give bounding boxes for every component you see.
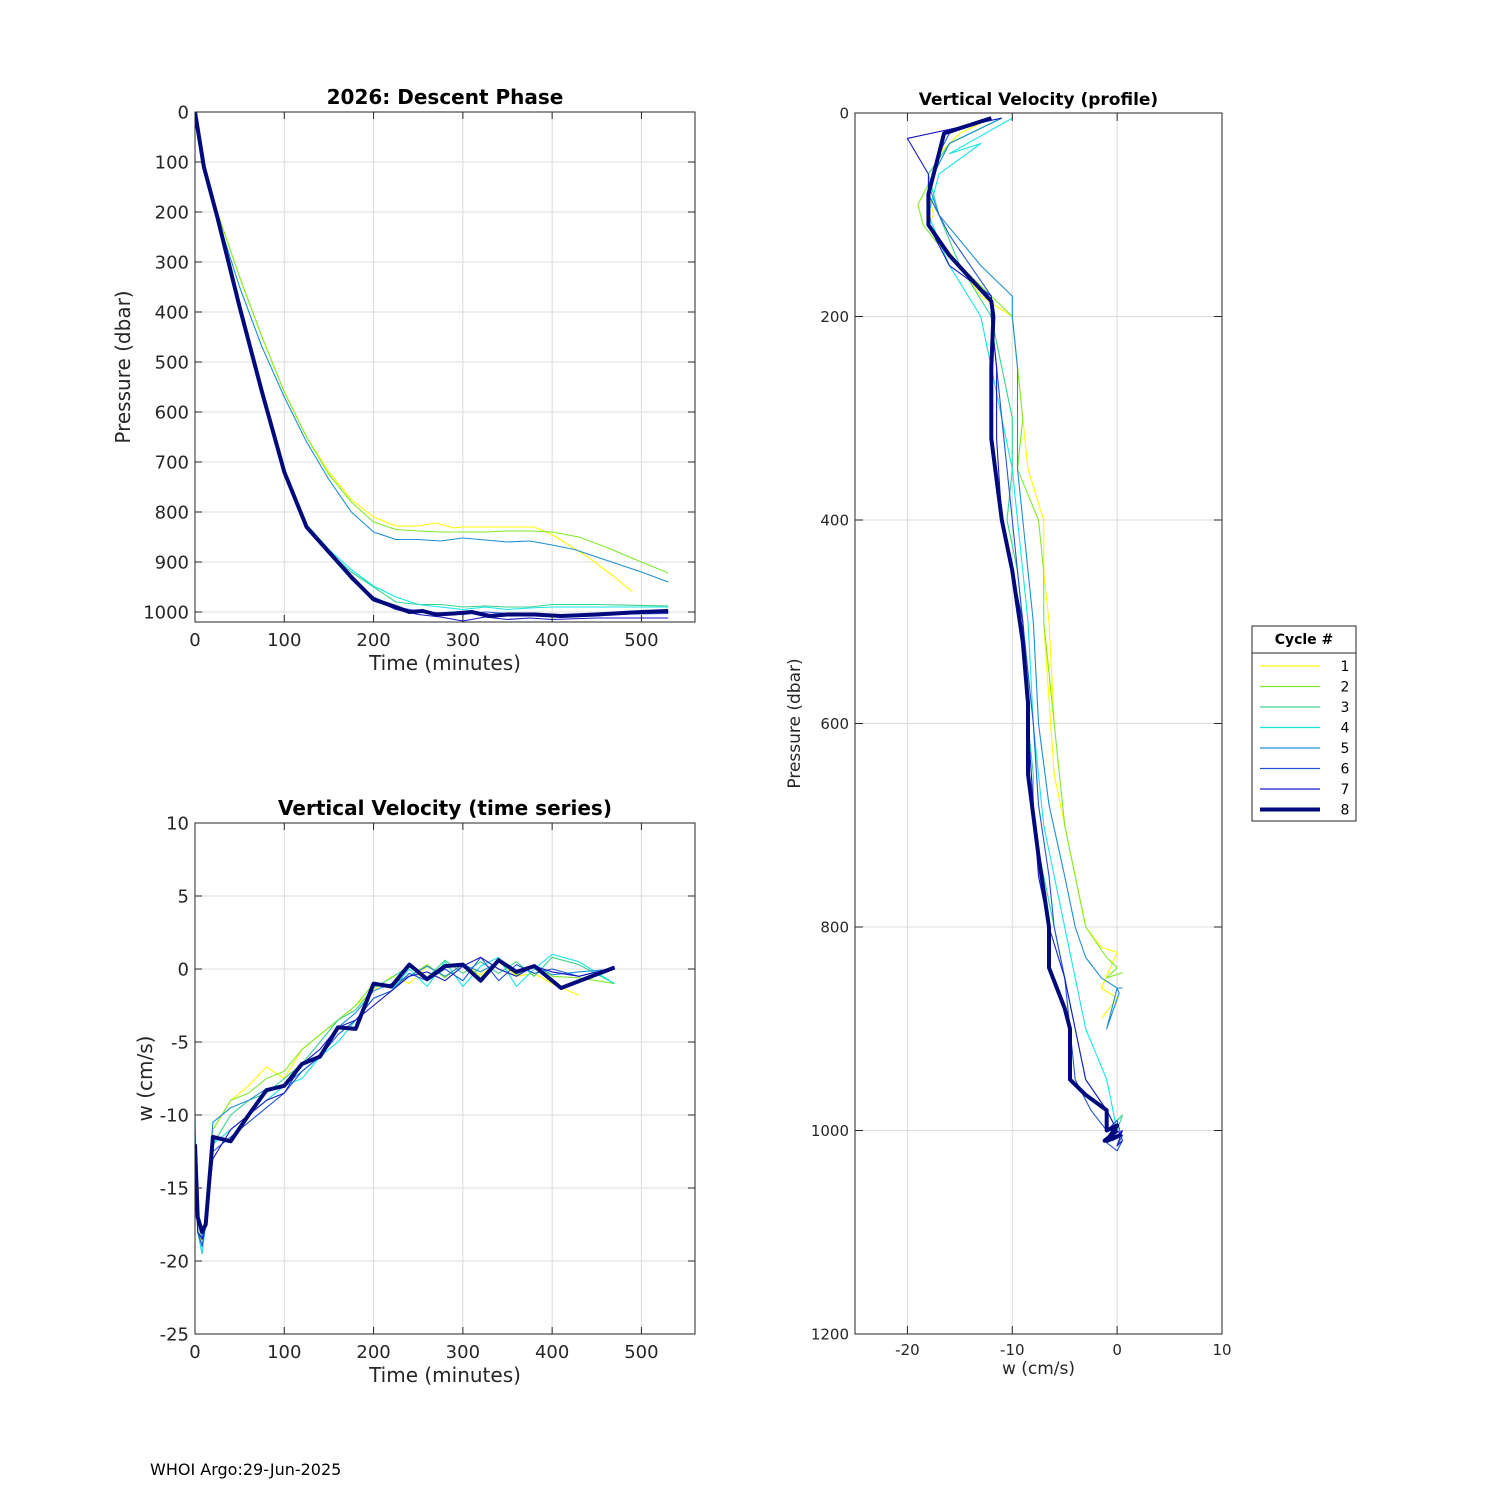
y-tick-label: 1200 (811, 1325, 849, 1343)
y-tick-label: 0 (178, 102, 189, 123)
legend-label-cycle-7: 7 (1341, 782, 1350, 798)
x-axis-label: w (cm/s) (1002, 1359, 1075, 1379)
x-tick-label: 200 (356, 1342, 390, 1363)
series-line-cycle-5 (927, 117, 1123, 1030)
legend-title: Cycle # (1275, 632, 1334, 648)
x-tick-label: 10 (1212, 1341, 1231, 1359)
x-axis-label: Time (minutes) (368, 651, 521, 675)
y-axis-label: Pressure (dbar) (111, 290, 135, 443)
y-tick-label: 0 (839, 104, 849, 122)
x-tick-label: 300 (446, 630, 480, 651)
y-tick-label: 700 (155, 452, 189, 473)
x-tick-label: 500 (624, 630, 658, 651)
legend-label-cycle-4: 4 (1341, 721, 1350, 737)
plot-area (195, 112, 695, 622)
y-tick-label: 200 (820, 308, 849, 326)
y-tick-label: 300 (155, 252, 189, 273)
x-tick-label: 300 (446, 1342, 480, 1363)
axes-frame (194, 822, 696, 1335)
series-line-cycle-5 (195, 112, 669, 583)
x-tick-label: 400 (535, 630, 569, 651)
series-line-cycle-2 (195, 959, 615, 1247)
x-tick-label: 100 (267, 630, 301, 651)
axes-frame (194, 111, 696, 623)
y-tick-label: 800 (155, 502, 189, 523)
legend: Cycle # 1 2 3 4 5 6 7 8 (1251, 625, 1357, 822)
x-tick-label: -20 (895, 1341, 920, 1359)
y-tick-label: -5 (171, 1032, 189, 1053)
y-tick-label: 800 (820, 918, 849, 936)
y-tick-label: 900 (155, 552, 189, 573)
y-tick-label: 500 (155, 352, 189, 373)
x-axis-label: Time (minutes) (368, 1363, 521, 1387)
y-tick-label: 1000 (143, 602, 189, 623)
y-tick-label: 200 (155, 202, 189, 223)
x-tick-label: 0 (1112, 1341, 1122, 1359)
y-tick-label: -10 (160, 1105, 189, 1126)
x-tick-label: 500 (624, 1342, 658, 1363)
series-line-cycle-2 (195, 112, 669, 574)
legend-label-cycle-8: 8 (1341, 803, 1350, 819)
x-tick-label: 0 (189, 630, 200, 651)
velocity-time-series-panel: 0 100 200 300 400 500 10 5 0 -5 -10 -15 -20 -25 Vertic… (133, 796, 696, 1387)
y-tick-label: 0 (178, 959, 189, 980)
x-tick-label: -10 (1000, 1341, 1025, 1359)
plot-area (195, 823, 695, 1334)
y-tick-label: -25 (160, 1324, 189, 1345)
series-line-cycle-7 (906, 117, 1123, 1147)
series-group (195, 953, 616, 1255)
x-tick-label: 400 (535, 1342, 569, 1363)
legend-label-cycle-5: 5 (1341, 741, 1350, 757)
y-tick-label: 100 (155, 152, 189, 173)
legend-label-cycle-6: 6 (1341, 762, 1350, 778)
series-line-cycle-2 (917, 117, 1123, 979)
series-line-cycle-8 (195, 958, 616, 1234)
y-axis-label: w (cm/s) (133, 1036, 157, 1122)
y-axis-label: Pressure (dbar) (785, 658, 805, 788)
y-tick-label: 400 (155, 302, 189, 323)
series-line-cycle-8 (195, 112, 669, 618)
descent-phase-panel: 0 100 200 300 400 500 0 100 200 300 400 500 600 700 80… (111, 85, 696, 675)
legend-label-cycle-3: 3 (1341, 700, 1350, 716)
y-tick-label: 600 (820, 715, 849, 733)
y-tick-label: 400 (820, 511, 849, 529)
y-tick-label: 1000 (811, 1122, 849, 1140)
series-line-cycle-1 (927, 117, 1118, 1019)
series-group (195, 112, 669, 622)
chart-title: Vertical Velocity (profile) (919, 90, 1158, 110)
y-tick-label: 5 (178, 886, 189, 907)
series-line-cycle-8 (926, 116, 1122, 1143)
series-line-cycle-7 (195, 956, 615, 1240)
chart-title: 2026: Descent Phase (327, 85, 564, 109)
y-tick-label: -15 (160, 1178, 189, 1199)
x-tick-label: 200 (356, 630, 390, 651)
y-tick-label: 10 (166, 813, 189, 834)
footer-text: WHOI Argo:29-Jun-2025 (150, 1460, 342, 1479)
x-tick-label: 0 (189, 1342, 200, 1363)
legend-label-cycle-2: 2 (1341, 680, 1350, 696)
x-tick-label: 100 (267, 1342, 301, 1363)
y-tick-label: -20 (160, 1251, 189, 1272)
y-tick-label: 600 (155, 402, 189, 423)
series-group (906, 116, 1123, 1152)
legend-label-cycle-1: 1 (1341, 659, 1350, 675)
chart-title: Vertical Velocity (time series) (278, 796, 612, 820)
